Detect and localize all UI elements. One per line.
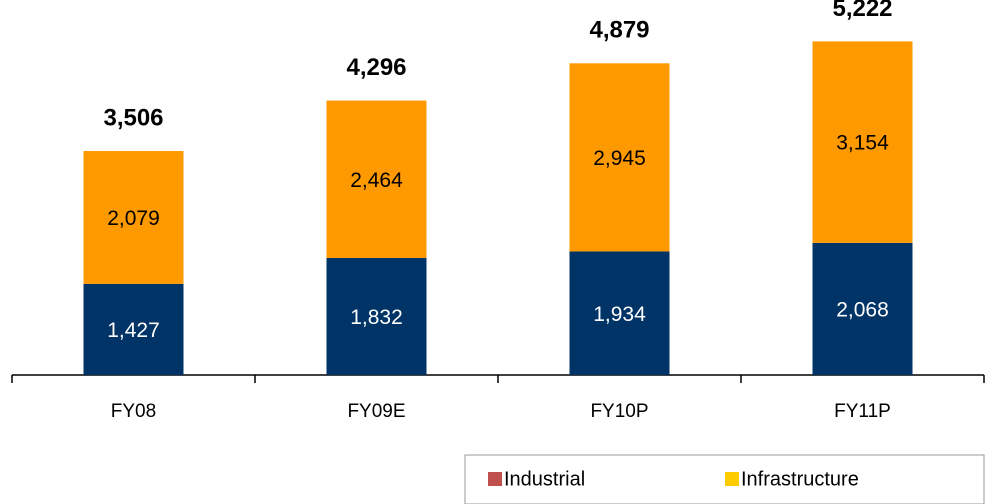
total-label: 4,296 xyxy=(346,54,406,81)
bar-segment xyxy=(83,283,184,375)
data-label: 2,464 xyxy=(350,169,403,192)
total-label: 3,506 xyxy=(103,104,163,131)
data-label: 2,079 xyxy=(107,207,160,230)
legend-box xyxy=(464,454,985,504)
x-tick-label: FY08 xyxy=(111,401,156,422)
bar-segment xyxy=(569,63,670,252)
bar-segment xyxy=(326,100,427,258)
data-label: 2,945 xyxy=(593,147,646,170)
bar-segment xyxy=(83,151,184,284)
legend-swatch xyxy=(725,472,739,486)
legend-swatch xyxy=(488,472,502,486)
bar-segment xyxy=(812,242,913,375)
x-tick-label: FY11P xyxy=(834,401,891,422)
bar-segment xyxy=(569,251,670,375)
data-label: 1,934 xyxy=(593,303,646,326)
data-label: 1,427 xyxy=(107,319,160,342)
data-label: 1,832 xyxy=(350,306,403,329)
legend-label: Industrial xyxy=(504,468,585,490)
total-label: 4,879 xyxy=(589,17,649,44)
x-tick-label: FY10P xyxy=(590,401,648,422)
bar-segment xyxy=(812,41,913,243)
data-label: 3,154 xyxy=(836,132,889,155)
legend-label: Infrastructure xyxy=(741,468,859,490)
data-label: 2,068 xyxy=(836,298,889,321)
x-tick-label: FY09E xyxy=(347,401,405,422)
total-label: 5,222 xyxy=(832,0,892,22)
bar-segment xyxy=(326,257,427,375)
